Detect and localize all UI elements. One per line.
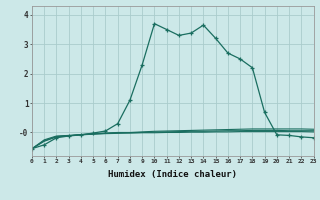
X-axis label: Humidex (Indice chaleur): Humidex (Indice chaleur): [108, 170, 237, 179]
